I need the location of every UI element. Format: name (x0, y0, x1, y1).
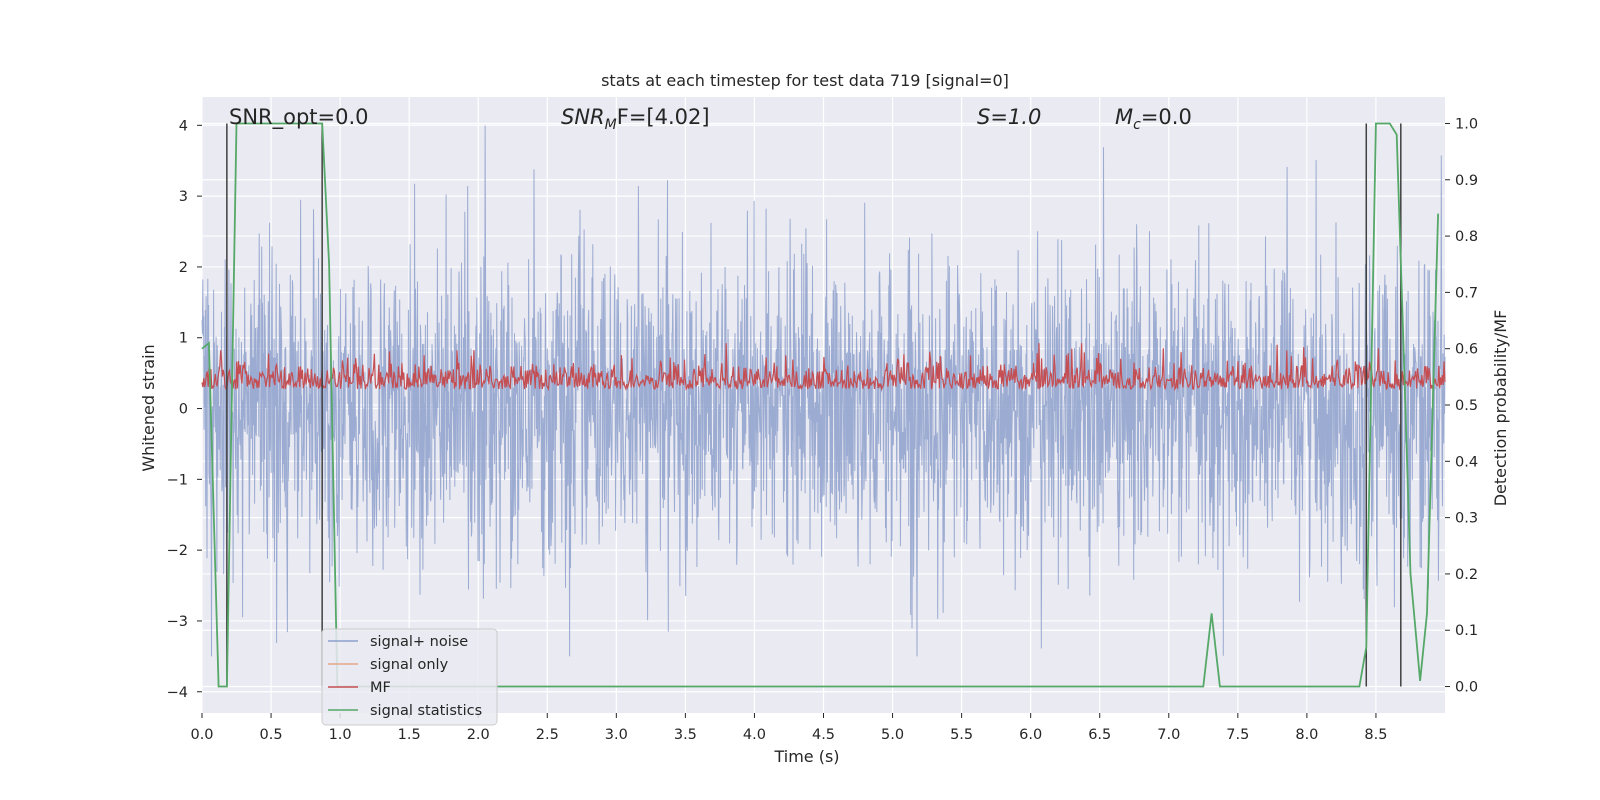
x-tick-label: 5.5 (950, 727, 973, 743)
x-tick-label: 8.5 (1364, 727, 1387, 743)
y-axis-label: Whitened strain (139, 344, 158, 471)
chart-title: stats at each timestep for test data 719… (601, 71, 1009, 90)
y-tick-label: −4 (167, 685, 188, 701)
snr-mf-sub: M (605, 117, 617, 133)
y-tick-label: 1 (179, 331, 188, 347)
y-right-tick-label: 0.7 (1455, 285, 1478, 301)
series-signal-statistics (201, 122, 1439, 688)
legend-label-signal-noise: signal+ noise (370, 634, 468, 650)
y-tick-label: 4 (179, 118, 188, 134)
series-mf (201, 343, 1446, 392)
x-tick-label: 3.5 (674, 727, 697, 743)
plot-area: −4 −3 −2 −1 0 1 2 3 4 0.0 0.1 0.2 0.3 0.4 0.5 0.6 0.7 0.8… (167, 97, 1478, 743)
mc-rest: =0.0 (1141, 105, 1192, 129)
x-tick-label: 3.0 (605, 727, 628, 743)
y-axis-right-label: Detection probability/MF (1491, 310, 1510, 507)
y-tick-label: 2 (179, 260, 188, 276)
y-right-tick-label: 0.0 (1455, 680, 1478, 696)
legend-box (321, 628, 498, 726)
y-right-tick-label: 0.9 (1455, 173, 1478, 189)
x-tick-label: 0.0 (190, 727, 213, 743)
y-tick-label: −3 (167, 614, 188, 630)
y-right-tick-label: 0.5 (1455, 398, 1478, 414)
x-tick-label: 2.0 (467, 727, 490, 743)
x-tick-label: 0.5 (260, 727, 283, 743)
snr-opt-annotation: SNR_opt=0.0 (229, 105, 369, 130)
y-right-tick-label: 0.3 (1455, 511, 1478, 527)
mc-annotation: Mc=0.0 (1115, 105, 1192, 133)
x-tick-label: 6.5 (1088, 727, 1111, 743)
y-tick-label: 3 (179, 189, 188, 205)
y-tick-label: −1 (167, 472, 188, 488)
snr-mf-annotation: SNRMF=[4.02] (561, 105, 710, 133)
y-right-tick-label: 0.8 (1455, 229, 1478, 245)
x-tick-label: 1.0 (329, 727, 352, 743)
x-tick-label: 7.0 (1157, 727, 1180, 743)
y-tick-label: 0 (179, 402, 188, 418)
y-right-tick-label: 0.1 (1455, 623, 1478, 639)
x-axis-label: Time (s) (773, 747, 839, 766)
x-tick-label: 7.5 (1226, 727, 1249, 743)
x-tick-label: 4.0 (743, 727, 766, 743)
snr-mf-rest: F=[4.02] (617, 105, 710, 129)
x-tick-label: 2.5 (536, 727, 559, 743)
y-right-tick-label: 0.6 (1455, 342, 1478, 358)
x-tick-label: 1.5 (398, 727, 421, 743)
x-tick-label: 4.5 (812, 727, 835, 743)
legend-label-signal-only: signal only (370, 657, 449, 673)
legend-label-signal-statistics: signal statistics (370, 703, 482, 719)
mc-sub: c (1133, 117, 1141, 133)
s-annotation: S=1.0 (977, 105, 1041, 129)
snr-mf-base: SNR (561, 105, 605, 129)
y-tick-label: −2 (167, 543, 188, 559)
y-right-tick-label: 0.4 (1455, 454, 1478, 470)
legend: signal+ noise signal only MF signal stat… (321, 628, 498, 726)
mc-base: M (1115, 105, 1133, 129)
y-right-tick-label: 1.0 (1455, 116, 1478, 132)
y-right-tick-label: 0.2 (1455, 567, 1478, 583)
x-tick-label: 5.0 (881, 727, 904, 743)
x-tick-label: 8.0 (1295, 727, 1318, 743)
legend-label-mf: MF (370, 680, 391, 696)
x-tick-label: 6.0 (1019, 727, 1042, 743)
